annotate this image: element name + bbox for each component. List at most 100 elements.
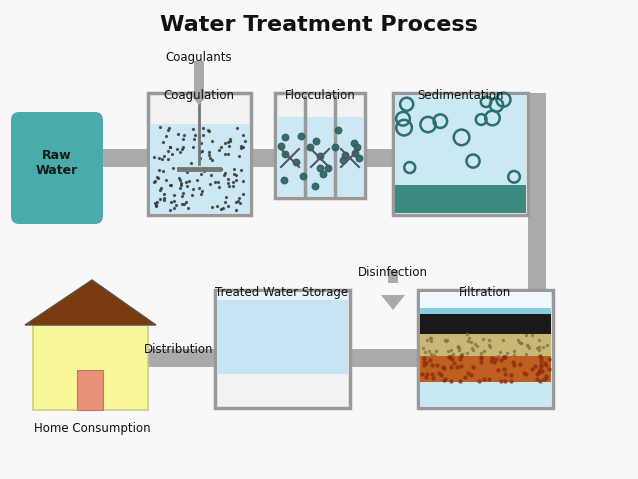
Point	[151, 177, 161, 185]
FancyBboxPatch shape	[215, 290, 350, 408]
Point	[190, 131, 200, 138]
Point	[297, 172, 308, 180]
Point	[153, 174, 163, 182]
Point	[235, 199, 246, 206]
Point	[205, 154, 215, 162]
Point	[154, 166, 164, 174]
Point	[216, 165, 226, 172]
Point	[172, 145, 182, 152]
Point	[181, 178, 191, 185]
Point	[178, 189, 188, 196]
Point	[158, 167, 168, 174]
Point	[161, 176, 171, 184]
FancyBboxPatch shape	[395, 185, 526, 213]
Point	[165, 182, 175, 189]
Point	[276, 142, 286, 150]
Point	[192, 176, 202, 184]
Point	[330, 144, 340, 151]
Point	[236, 142, 246, 150]
Point	[175, 148, 185, 156]
Point	[232, 125, 242, 132]
Point	[174, 174, 184, 182]
Point	[177, 200, 188, 208]
FancyBboxPatch shape	[217, 292, 348, 300]
FancyBboxPatch shape	[150, 124, 249, 213]
Point	[216, 143, 226, 151]
FancyBboxPatch shape	[528, 93, 546, 358]
Point	[176, 180, 186, 187]
Point	[225, 137, 235, 144]
Text: Treated Water Storage: Treated Water Storage	[216, 286, 348, 299]
Text: Home Consumption: Home Consumption	[34, 422, 151, 435]
FancyBboxPatch shape	[217, 300, 348, 374]
Point	[167, 181, 177, 189]
Point	[238, 177, 248, 185]
Point	[207, 156, 218, 164]
Point	[229, 170, 239, 178]
Point	[151, 201, 161, 208]
FancyBboxPatch shape	[546, 349, 553, 367]
Point	[197, 170, 207, 177]
Point	[214, 165, 225, 173]
FancyBboxPatch shape	[350, 349, 418, 367]
Point	[348, 139, 359, 147]
Point	[152, 198, 162, 205]
FancyBboxPatch shape	[420, 314, 551, 334]
Point	[152, 173, 163, 181]
FancyBboxPatch shape	[92, 149, 148, 167]
Point	[182, 204, 193, 212]
Point	[305, 143, 315, 151]
FancyBboxPatch shape	[33, 325, 148, 410]
Point	[149, 153, 159, 161]
FancyBboxPatch shape	[277, 117, 363, 196]
Polygon shape	[381, 295, 405, 310]
Point	[228, 165, 239, 173]
Point	[194, 133, 204, 140]
Point	[231, 176, 241, 184]
Point	[323, 164, 333, 171]
Point	[182, 168, 192, 176]
Point	[234, 152, 244, 160]
Point	[198, 124, 209, 132]
FancyBboxPatch shape	[148, 349, 215, 367]
Point	[238, 143, 248, 151]
Text: Flocculation: Flocculation	[285, 89, 355, 102]
Point	[156, 184, 167, 192]
Point	[179, 200, 189, 207]
Point	[340, 151, 350, 159]
Point	[169, 204, 179, 212]
Point	[350, 149, 360, 157]
FancyBboxPatch shape	[420, 292, 551, 308]
Point	[200, 165, 211, 172]
Point	[159, 194, 169, 202]
Text: Water Treatment Process: Water Treatment Process	[160, 15, 478, 35]
Point	[333, 126, 343, 134]
Point	[155, 186, 165, 194]
Point	[224, 182, 234, 189]
Point	[194, 184, 204, 192]
Point	[173, 130, 183, 138]
Point	[195, 148, 205, 156]
Polygon shape	[25, 280, 156, 325]
Point	[219, 150, 230, 158]
Text: Disinfection: Disinfection	[358, 266, 428, 279]
Point	[163, 156, 173, 163]
Point	[163, 126, 173, 134]
Point	[165, 144, 175, 151]
Point	[240, 137, 250, 144]
Point	[236, 144, 246, 152]
Text: Coagulation: Coagulation	[163, 89, 235, 102]
Text: Sedimentation: Sedimentation	[417, 89, 503, 102]
Point	[171, 201, 181, 209]
Point	[158, 138, 168, 146]
Point	[177, 146, 187, 153]
Text: Raw
Water: Raw Water	[36, 149, 78, 177]
FancyBboxPatch shape	[393, 93, 528, 215]
FancyBboxPatch shape	[420, 382, 551, 406]
Point	[151, 202, 161, 210]
Point	[223, 179, 233, 186]
Point	[206, 171, 216, 179]
Point	[238, 190, 248, 198]
Point	[279, 177, 290, 184]
Point	[155, 124, 165, 131]
